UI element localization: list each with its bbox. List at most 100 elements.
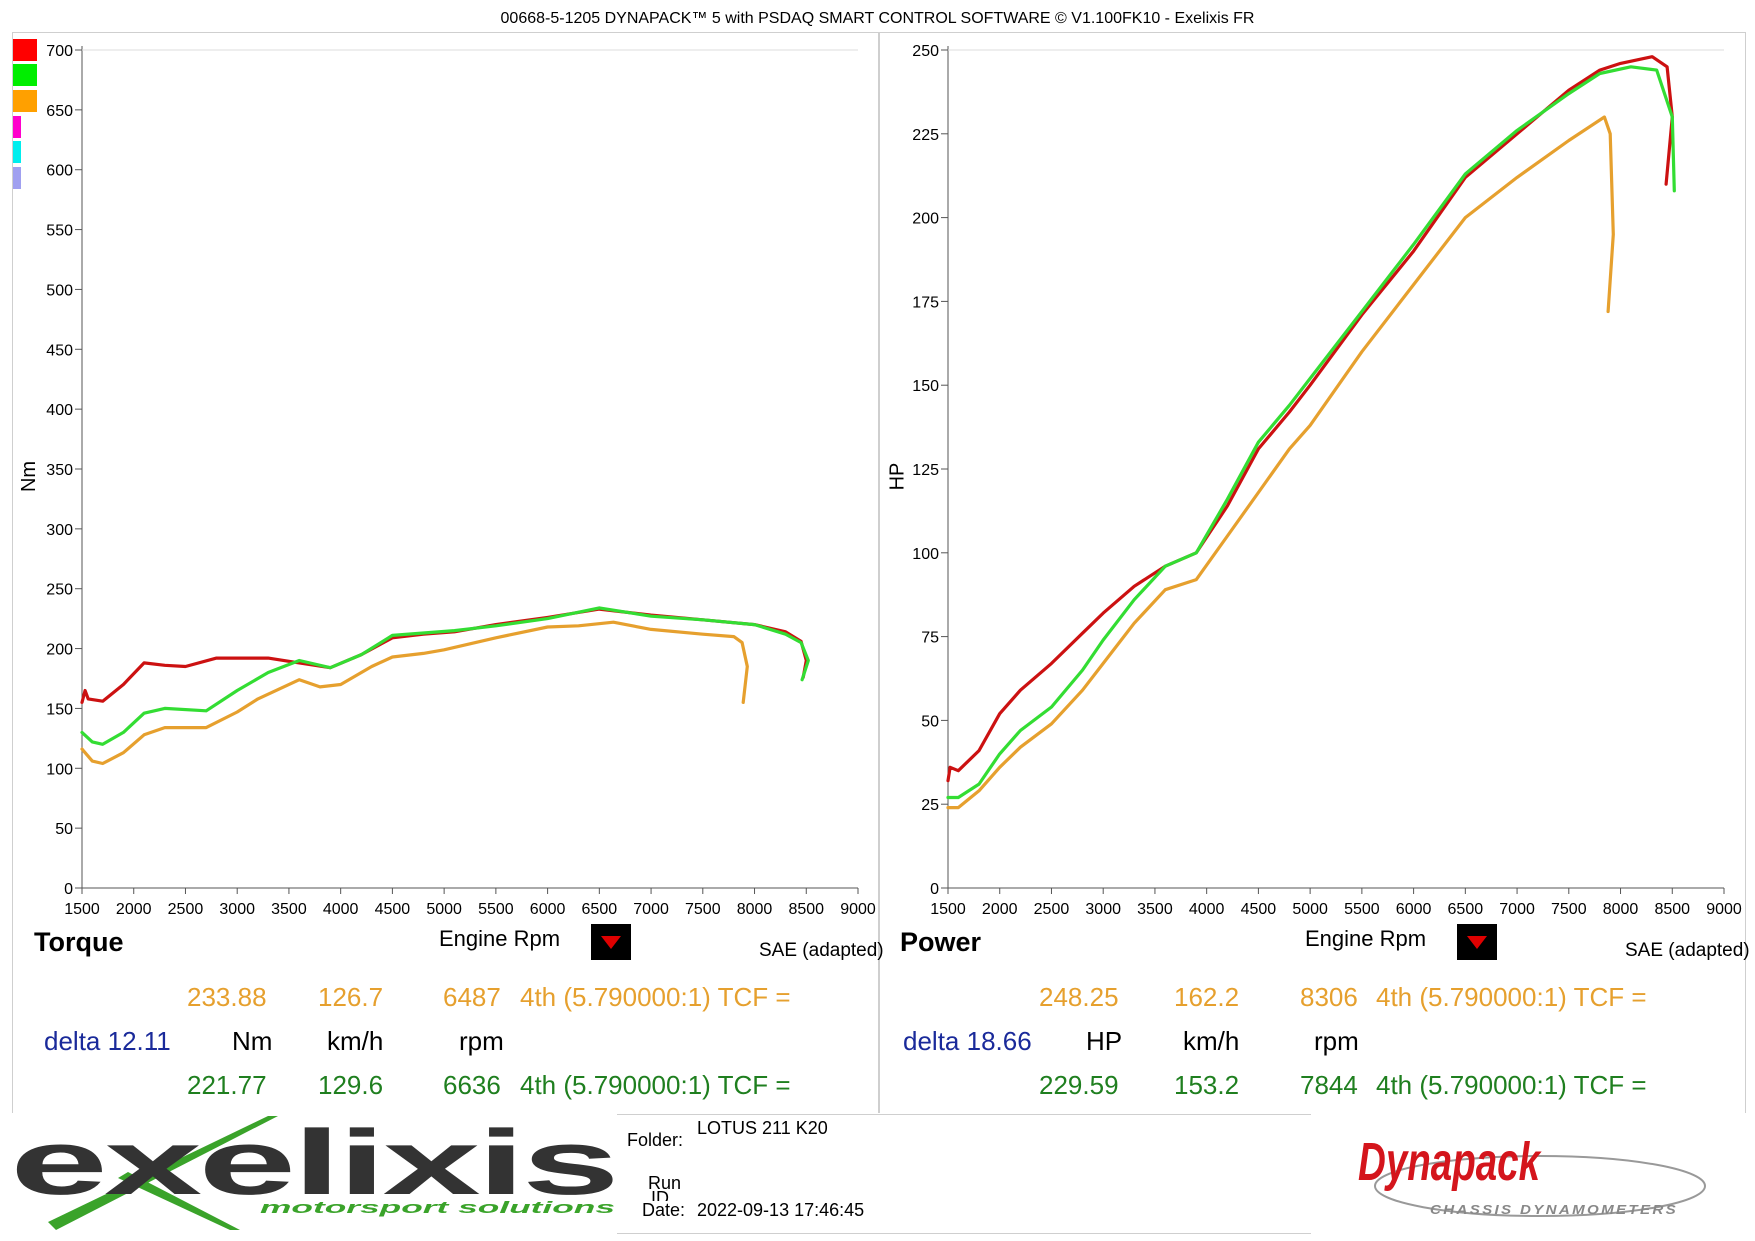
torque-x-tick-label: 7000 (633, 901, 669, 918)
torque-title: Torque (34, 927, 124, 957)
torque-ref-value: 221.77 (187, 1070, 267, 1100)
power-x-tick-label: 4500 (1241, 901, 1277, 918)
dynapack-tagline: CHASSIS DYNAMOMETERS (1430, 1202, 1678, 1217)
power-max-rpm: 8306 (1300, 982, 1358, 1012)
power-x-tick-label: 3000 (1085, 901, 1121, 918)
power-x-tick-label: 5500 (1344, 901, 1380, 918)
torque-max-rpm: 6487 (443, 982, 501, 1012)
torque-x-tick-label: 2000 (116, 901, 152, 918)
torque-series-line-2 (80, 620, 749, 766)
run-info-box (617, 1114, 1311, 1234)
torque-x-tick-label: 1500 (64, 901, 100, 918)
date-label: Date: (642, 1200, 686, 1220)
torque-x-tick-label: 3500 (271, 901, 307, 918)
run-id-clip: ID (651, 1190, 681, 1201)
date-value: 2022-09-13 17:46:45 (697, 1200, 865, 1220)
power-x-tick-label: 5000 (1292, 901, 1328, 918)
torque-x-tick-label: 8000 (737, 901, 773, 918)
power-x-tick-label: 9000 (1706, 901, 1742, 918)
power-y-tick-label: 150 (912, 378, 939, 395)
power-y-tick-label: 225 (912, 127, 939, 144)
legend-swatch-lavender[interactable] (13, 167, 21, 189)
torque-y-tick-label: 500 (46, 282, 73, 299)
power-title: Power (900, 927, 982, 957)
legend-swatch-orange[interactable] (13, 90, 37, 112)
power-ref-gear: 4th (5.790000:1) TCF = (1376, 1070, 1647, 1100)
run-id-label: ID (651, 1190, 669, 1201)
dynapack-logo: Dynapack CHASSIS DYNAMOMETERS (1358, 1132, 1706, 1217)
torque-ref-rpm: 6636 (443, 1070, 501, 1100)
power-x-tick-label: 4000 (1189, 901, 1225, 918)
torque-chart: 0 50 100 150 200 250 300 350 400 450 500 550 600 650 7… (46, 43, 876, 918)
torque-panel-frame (12, 32, 880, 1113)
power-y-tick-label: 75 (921, 630, 939, 647)
power-x-tick-label: 7000 (1499, 901, 1535, 918)
legend-swatch-cyan[interactable] (13, 141, 21, 163)
power-ref-speed: 153.2 (1174, 1070, 1240, 1100)
torque-x-tick-label: 6000 (530, 901, 566, 918)
power-panel-frame (878, 32, 1746, 1113)
legend-swatch-magenta[interactable] (13, 116, 21, 138)
power-x-tick-label: 3500 (1137, 901, 1173, 918)
power-unit-value: HP (1086, 1026, 1123, 1056)
run-label: Run (648, 1173, 682, 1193)
torque-x-axis-label: Engine Rpm (439, 926, 561, 951)
power-rpm-dropdown[interactable] (1457, 924, 1497, 960)
exelixis-tagline: motorsport solutions (260, 1198, 615, 1217)
torque-max-value: 233.88 (187, 982, 267, 1012)
torque-sae-note: SAE (adapted) (759, 940, 884, 961)
power-series-line-2 (946, 115, 1615, 810)
power-series-line-1 (946, 65, 1676, 800)
power-series-line-0 (946, 55, 1674, 783)
power-x-axis-label: Engine Rpm (1305, 926, 1427, 951)
torque-x-tick-label: 7500 (685, 901, 721, 918)
torque-y-tick-label: 200 (46, 642, 73, 659)
power-y-tick-label: 50 (921, 713, 939, 730)
torque-series-line-0 (80, 607, 808, 704)
torque-y-tick-label: 350 (46, 462, 73, 479)
torque-x-tick-label: 9000 (840, 901, 876, 918)
power-max-speed: 162.2 (1174, 982, 1240, 1012)
torque-y-tick-label: 400 (46, 402, 73, 419)
torque-x-tick-label: 5000 (426, 901, 462, 918)
power-x-tick-label: 1500 (930, 901, 966, 918)
power-y-tick-label: 175 (912, 294, 939, 311)
power-unit-speed: km/h (1183, 1026, 1240, 1056)
torque-y-tick-label: 100 (46, 761, 73, 778)
torque-y-tick-label: 700 (46, 43, 73, 60)
power-ref-value: 229.59 (1039, 1070, 1119, 1100)
folder-value: LOTUS 211 K20 (697, 1118, 828, 1138)
torque-unit-value: Nm (232, 1026, 273, 1056)
torque-max-speed: 126.7 (318, 982, 384, 1012)
torque-delta: delta 12.11 (44, 1026, 171, 1056)
legend-swatch-red[interactable] (13, 39, 37, 61)
torque-x-tick-label: 8500 (788, 901, 824, 918)
torque-x-tick-label: 2500 (168, 901, 204, 918)
torque-unit-speed: km/h (327, 1026, 384, 1056)
torque-rpm-dropdown[interactable] (591, 924, 631, 960)
power-y-tick-label: 200 (912, 211, 939, 228)
exelixis-logo: exelixis motorsport solutions (10, 1112, 618, 1230)
power-x-tick-label: 7500 (1551, 901, 1587, 918)
power-y-axis-label: HP (886, 462, 909, 491)
power-y-tick-label: 100 (912, 546, 939, 563)
dynapack-word: Dynapack (1358, 1132, 1542, 1192)
power-x-tick-label: 2500 (1034, 901, 1070, 918)
power-chart: 0 25 50 75 100 125 150 175 200 225 250 1500 2000 2500… (912, 43, 1742, 918)
power-sae-note: SAE (adapted) (1625, 940, 1750, 961)
power-unit-rpm: rpm (1314, 1026, 1359, 1056)
power-ref-rpm: 7844 (1300, 1070, 1358, 1100)
torque-y-tick-label: 450 (46, 342, 73, 359)
power-x-tick-label: 6500 (1448, 901, 1484, 918)
power-x-tick-label: 2000 (982, 901, 1018, 918)
power-y-tick-label: 125 (912, 462, 939, 479)
torque-x-tick-label: 6500 (582, 901, 618, 918)
legend-swatch-green[interactable] (13, 64, 37, 86)
power-x-tick-label: 8000 (1603, 901, 1639, 918)
power-y-tick-label: 25 (921, 797, 939, 814)
power-max-gear: 4th (5.790000:1) TCF = (1376, 982, 1647, 1012)
torque-y-tick-label: 250 (46, 582, 73, 599)
power-max-value: 248.25 (1039, 982, 1119, 1012)
torque-x-tick-label: 5500 (478, 901, 514, 918)
